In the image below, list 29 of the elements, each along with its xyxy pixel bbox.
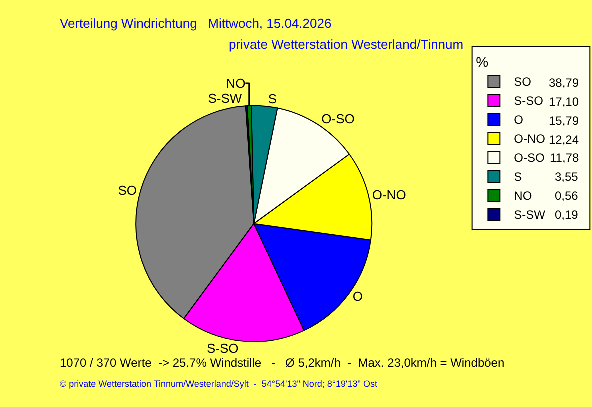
slice-label: SO [118, 182, 138, 198]
slice-label: S-SW [208, 91, 243, 106]
legend-label: NO [514, 189, 532, 204]
slice-label: S-SO [206, 341, 239, 356]
slice-label: O-SO [322, 112, 355, 127]
data-label: 3,55 [555, 170, 579, 184]
slice-label: O [352, 289, 363, 304]
slice-label: NO [226, 76, 246, 92]
data-label: 11,78 [550, 151, 580, 165]
legend-label: S-SW [514, 208, 546, 222]
data-label: 0,19 [555, 208, 579, 222]
data-label: 17,10 [549, 95, 580, 109]
slice-label: S [268, 91, 278, 106]
legend-title: % [476, 54, 489, 70]
legend-label: O [514, 113, 524, 128]
legend-label: O-SO [514, 151, 545, 166]
chart-subtitle: private Wetterstation Westerland/Tinnum [229, 37, 464, 52]
data-label: 38,79 [549, 76, 580, 90]
legend-label: S-SO [514, 94, 544, 108]
legend-label: O-NO [514, 132, 546, 146]
text: 1070 / 370 Werte -> 25.7% Windstille - Ø 5,2km/h - Max. 23,0km/h = Windböen [60, 356, 505, 370]
data-label: 0,56 [555, 189, 579, 203]
data-label: 15,79 [549, 114, 580, 128]
chart-title: Verteilung Windrichtung Mittwoch, 15.04.2026 [60, 16, 332, 31]
legend-label: S [514, 170, 522, 184]
slice-label: O-NO [372, 187, 406, 202]
data-label: 12,24 [549, 133, 580, 147]
legend-label: SO [514, 75, 532, 90]
text: © private Wetterstation Tinnum/Westerland/Sylt - 54°54'13" Nord; 8°19'13" Ost [60, 379, 378, 389]
